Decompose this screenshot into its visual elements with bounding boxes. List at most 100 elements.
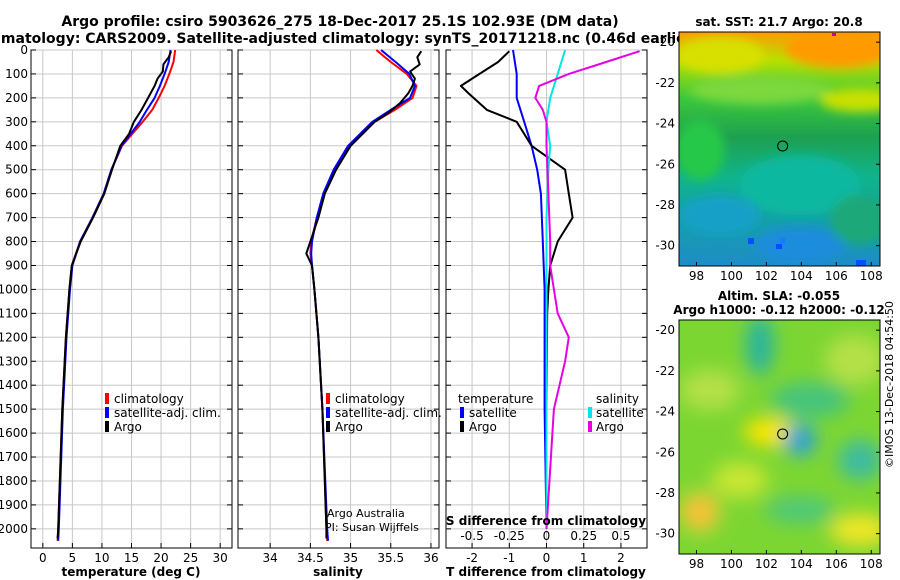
map-y-tick-label: -30	[655, 527, 675, 541]
difference-xlabel: T difference from climatology	[446, 565, 646, 579]
x-tick-label: 35	[343, 551, 358, 565]
depth-tick-label: 1700	[0, 450, 28, 464]
series-salinity-satellite	[545, 49, 567, 529]
series-climatology	[56, 49, 177, 541]
legend-swatch-temp-argo	[460, 421, 464, 432]
depth-tick-label: 900	[5, 258, 28, 272]
x-tick-label: 0	[543, 551, 551, 565]
x-tick-label: 1	[580, 551, 588, 565]
depth-tick-label: 200	[5, 91, 28, 105]
map-y-tick-label: -28	[655, 486, 675, 500]
map-x-tick-label: 108	[860, 269, 883, 283]
salinity-grid	[238, 49, 439, 548]
sst-map-frame	[678, 31, 881, 267]
legend-header-temperature: temperature	[458, 392, 533, 406]
map-y-tick-label: -24	[655, 405, 675, 419]
temperature-xlabel: temperature (deg C)	[62, 565, 201, 579]
x-tick-label: 30	[213, 551, 228, 565]
map-y-tick-label: -22	[655, 364, 675, 378]
map-y-tick-label: -28	[655, 198, 675, 212]
map-x-tick-label: 106	[825, 557, 848, 571]
legend-swatch-sal-argo	[588, 421, 592, 432]
map-x-tick-label: 108	[860, 557, 883, 571]
sst-map-ticks: 98 100 102 104 106 108 -20 -22 -24 -26 -28 -30	[655, 35, 882, 283]
map-y-tick-label: -24	[655, 117, 675, 131]
series-satellite-adj-clim	[57, 49, 172, 541]
map-y-tick-label: -26	[655, 445, 675, 459]
legend-label-satellite-adj: satellite-adj. clim.	[335, 406, 442, 420]
x-tick-label: 10	[94, 551, 109, 565]
map-x-tick-label: 102	[755, 269, 778, 283]
legend-label-sal-argo: Argo	[596, 420, 624, 434]
legend-label-satellite-adj: satellite-adj. clim.	[114, 406, 221, 420]
title-line1: Argo profile: csiro 5903626_275 18-Dec-2…	[61, 14, 618, 30]
depth-tick-label: 1100	[0, 306, 28, 320]
sla-map-title: Altim. SLA: -0.055	[718, 289, 840, 303]
map-y-tick-label: -20	[655, 323, 675, 337]
title-line2: Climatology: CARS2009. Satellite-adjuste…	[0, 31, 699, 47]
sla-map-subtitle: Argo h1000: -0.12 h2000: -0.12	[673, 303, 884, 317]
temperature-legend: climatology satellite-adj. clim. Argo	[105, 392, 221, 434]
s-diff-tick-label: 0.25	[570, 529, 597, 543]
depth-tick-label: 400	[5, 139, 28, 153]
legend-swatch-sal-satellite	[588, 407, 592, 418]
sst-map-title: sat. SST: 21.7 Argo: 20.8	[695, 15, 862, 29]
x-tick-label: -2	[466, 551, 478, 565]
difference-series	[459, 49, 640, 529]
depth-tick-label: 300	[5, 115, 28, 129]
legend-swatch-temp-satellite	[460, 407, 464, 418]
series-temperature-argo	[459, 50, 574, 529]
temperature-x-tick-labels: 0 5 10 15 20 25 30	[39, 551, 228, 565]
map-y-tick-label: -22	[655, 76, 675, 90]
s-diff-tick-label: -0.25	[494, 529, 525, 543]
map-x-tick-label: 100	[720, 557, 743, 571]
credit-org: Argo Australia	[327, 507, 405, 520]
depth-tick-label: 1500	[0, 402, 28, 416]
x-tick-label: 35.5	[377, 551, 404, 565]
legend-swatch-satellite-adj	[326, 407, 330, 418]
depth-tick-label: 700	[5, 211, 28, 225]
legend-swatch-argo	[105, 421, 109, 432]
depth-tick-label: 800	[5, 235, 28, 249]
depth-tick-label: 1800	[0, 474, 28, 488]
map-y-tick-label: -20	[655, 35, 675, 49]
depth-tick-label: 1000	[0, 282, 28, 296]
sla-map-image	[679, 320, 880, 554]
depth-tick-label: 2000	[0, 522, 28, 536]
t-difference-x-tick-labels: -2 -1 0 1 2	[466, 551, 625, 565]
sla-map-frame	[678, 319, 881, 555]
series-climatology	[309, 49, 418, 541]
depth-tick-label: 1400	[0, 378, 28, 392]
map-x-tick-label: 98	[689, 557, 704, 571]
series-temperature-satellite	[512, 49, 548, 529]
s-diff-tick-label: -0.5	[460, 529, 483, 543]
depth-tick-label: 1200	[0, 330, 28, 344]
series-argo	[56, 50, 173, 539]
legend-label-climatology: climatology	[335, 392, 405, 406]
legend-header-salinity: salinity	[596, 392, 639, 406]
x-tick-label: 20	[153, 551, 168, 565]
depth-tick-label: 0	[20, 43, 28, 57]
salinity-xlabel: salinity	[313, 565, 363, 579]
legend-swatch-climatology	[105, 393, 109, 404]
x-tick-label: 2	[617, 551, 625, 565]
x-tick-label: 0	[39, 551, 47, 565]
x-tick-label: 15	[124, 551, 139, 565]
map-y-tick-label: -26	[655, 157, 675, 171]
imos-stamp: ©IMOS 13-Dec-2018 04:54:50	[883, 301, 896, 468]
depth-tick-label: 100	[5, 67, 28, 81]
legend-label-argo: Argo	[335, 420, 363, 434]
s-difference-tick-labels: -0.5 -0.25 0 0.25 0.5	[460, 529, 630, 543]
x-tick-label: 5	[69, 551, 77, 565]
depth-tick-labels: 0 100 200 300 400 500 600 700 800 900 1000 1100 1200…	[0, 43, 28, 536]
legend-label-temp-argo: Argo	[469, 420, 497, 434]
difference-legend: temperature salinity satellite Argo sate…	[458, 392, 644, 434]
s-diff-tick-label: 0.5	[611, 529, 630, 543]
argo-location-marker	[777, 428, 789, 440]
x-tick-label: 34.5	[297, 551, 324, 565]
legend-label-climatology: climatology	[114, 392, 184, 406]
series-satellite-adj-clim	[310, 49, 416, 541]
depth-tick-label: 500	[5, 163, 28, 177]
salinity-legend: climatology satellite-adj. clim. Argo	[326, 392, 442, 434]
